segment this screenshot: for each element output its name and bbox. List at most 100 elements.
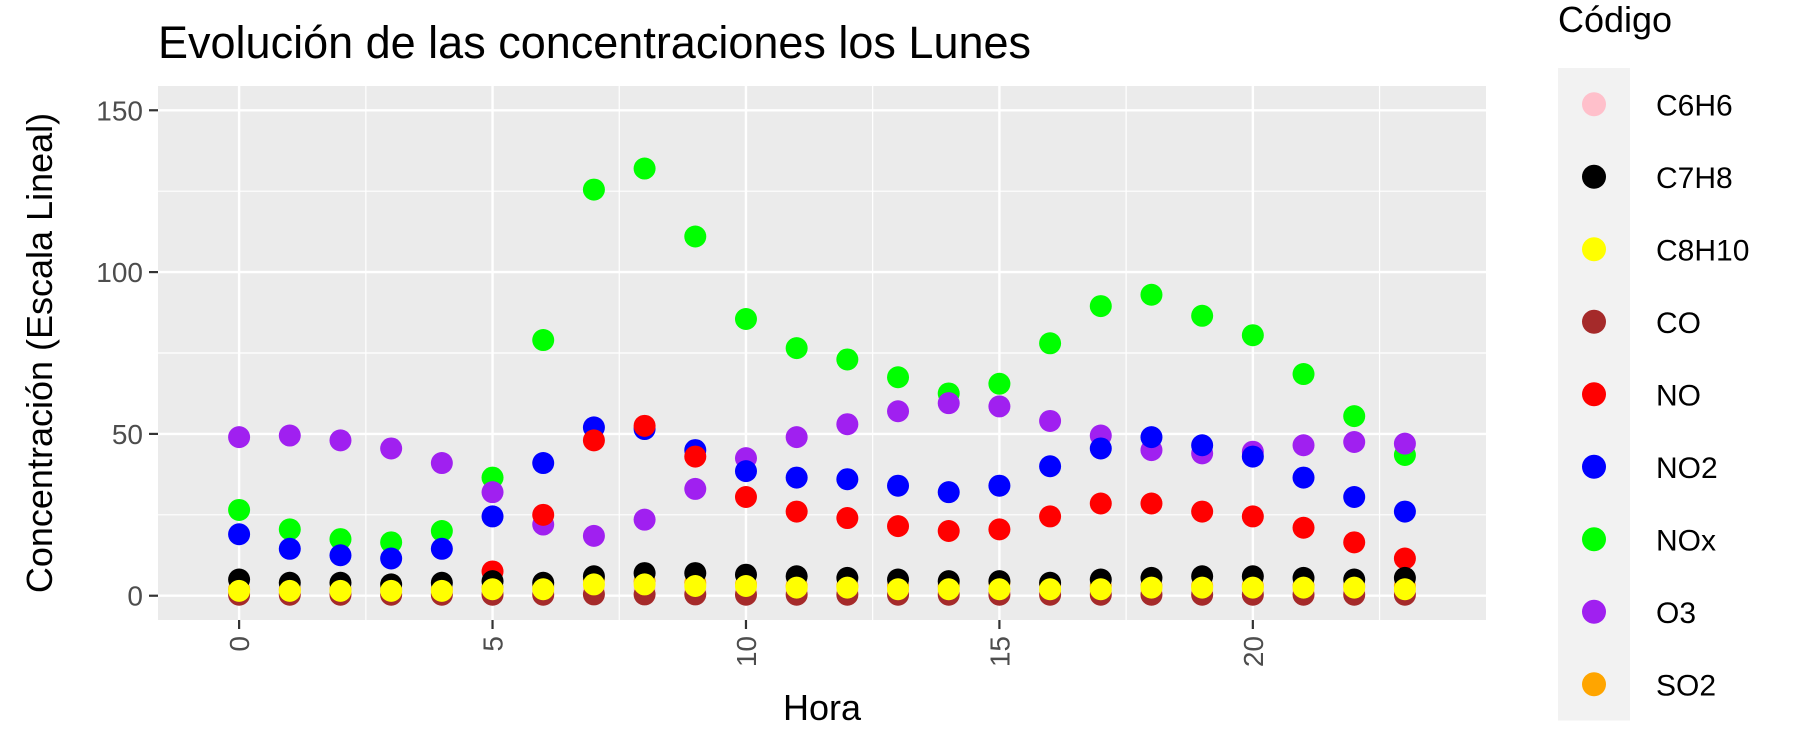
point-o3 <box>228 426 251 449</box>
point-o3 <box>481 481 504 504</box>
point-c8h10 <box>582 573 605 596</box>
legend-key-co <box>1582 309 1606 334</box>
point-no <box>1191 500 1214 523</box>
point-o3 <box>633 508 656 531</box>
point-c8h10 <box>633 573 656 596</box>
x-axis-label: Hora <box>783 687 862 728</box>
point-nox <box>532 329 555 352</box>
point-no2 <box>1241 445 1264 468</box>
point-c8h10 <box>380 579 403 602</box>
point-nox <box>582 178 605 201</box>
point-c8h10 <box>785 576 808 599</box>
point-c8h10 <box>937 578 960 601</box>
legend-key-c6h6 <box>1582 92 1606 117</box>
point-no <box>1393 547 1416 570</box>
y-tick-label: 0 <box>127 581 143 612</box>
point-c8h10 <box>684 575 707 598</box>
point-o3 <box>278 424 301 447</box>
point-o3 <box>785 426 808 449</box>
point-c8h10 <box>988 578 1011 601</box>
legend-label-nox: NOx <box>1656 524 1716 557</box>
y-tick-label: 100 <box>96 257 143 288</box>
point-o3 <box>836 413 859 436</box>
point-no2 <box>1343 486 1366 509</box>
point-c8h10 <box>1241 576 1264 599</box>
y-tick-label: 50 <box>112 419 143 450</box>
point-c8h10 <box>1089 578 1112 601</box>
point-o3 <box>582 524 605 547</box>
legend: Código C6H6 C7H8 C8H10 CO NO NO2 NOx O3 SO2 <box>1558 0 1749 721</box>
point-no2 <box>1191 434 1214 457</box>
point-o3 <box>887 400 910 423</box>
point-no <box>633 414 656 437</box>
point-no2 <box>481 505 504 528</box>
point-no <box>1292 516 1315 539</box>
point-no2 <box>1292 466 1315 489</box>
point-c8h10 <box>734 575 757 598</box>
point-c8h10 <box>1039 578 1062 601</box>
point-nox <box>836 348 859 371</box>
point-no2 <box>430 537 453 560</box>
legend-title: Código <box>1558 0 1672 40</box>
x-tick-label: 20 <box>1238 636 1269 667</box>
point-no <box>1343 531 1366 554</box>
point-nox <box>1039 332 1062 355</box>
point-no2 <box>836 468 859 491</box>
point-nox <box>633 157 656 180</box>
point-nox <box>1343 405 1366 428</box>
point-c8h10 <box>887 578 910 601</box>
point-no <box>1140 492 1163 515</box>
point-nox <box>430 520 453 542</box>
legend-label-o3: O3 <box>1656 597 1696 630</box>
point-no <box>988 518 1011 541</box>
point-c8h10 <box>481 578 504 601</box>
legend-key-nox <box>1582 527 1606 552</box>
legend-key-o3 <box>1582 599 1606 624</box>
point-nox <box>684 225 707 248</box>
point-nox <box>278 518 301 541</box>
point-o3 <box>684 477 707 500</box>
point-o3 <box>1393 432 1416 455</box>
point-nox <box>380 531 403 554</box>
legend-key-no2 <box>1582 454 1606 479</box>
point-o3 <box>1292 434 1315 457</box>
point-o3 <box>1039 409 1062 432</box>
point-nox <box>1140 283 1163 306</box>
point-no <box>887 515 910 538</box>
point-o3 <box>380 437 403 460</box>
point-no <box>1241 505 1264 528</box>
point-no <box>582 429 605 452</box>
point-c8h10 <box>278 579 301 602</box>
point-no <box>785 500 808 523</box>
point-o3 <box>430 452 453 475</box>
legend-label-no: NO <box>1656 379 1701 412</box>
x-tick-label: 15 <box>984 636 1015 667</box>
legend-key-so2 <box>1582 672 1606 697</box>
point-nox <box>1241 324 1264 347</box>
point-no2 <box>988 474 1011 497</box>
y-tick-label: 150 <box>96 95 143 126</box>
point-no <box>684 445 707 468</box>
point-nox <box>1191 304 1214 327</box>
point-nox <box>228 498 251 521</box>
point-no2 <box>887 474 910 497</box>
point-c8h10 <box>1393 578 1416 601</box>
point-o3 <box>1343 431 1366 453</box>
legend-key-c8h10 <box>1582 237 1606 262</box>
data-points <box>228 157 1416 606</box>
x-tick-label: 10 <box>731 636 762 667</box>
point-no <box>532 503 555 526</box>
legend-label-c6h6: C6H6 <box>1656 89 1733 122</box>
point-no <box>1089 492 1112 515</box>
legend-label-c7h8: C7H8 <box>1656 162 1733 195</box>
point-no2 <box>329 544 352 567</box>
point-o3 <box>329 429 352 452</box>
point-no2 <box>228 523 251 546</box>
point-c8h10 <box>1292 576 1315 599</box>
point-c8h10 <box>228 579 251 602</box>
point-nox <box>1292 363 1315 386</box>
point-nox <box>1089 295 1112 318</box>
point-no <box>937 520 960 542</box>
point-c8h10 <box>836 576 859 599</box>
